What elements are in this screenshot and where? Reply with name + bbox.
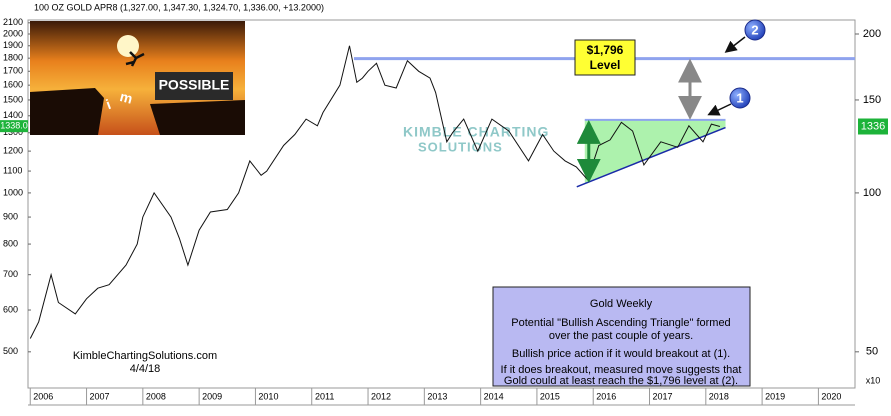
y-tick-label: 1600 [3,80,23,90]
price-tag [858,118,888,135]
y-tick-label: 1700 [3,66,23,76]
callout-circle [744,19,766,41]
x-tick-label: 2013 [427,391,447,401]
y-tick-label: 1100 [3,165,22,175]
x-tick-label: 2014 [484,391,504,401]
callout-label: 2 [751,22,758,37]
inset-sun [117,35,139,57]
y2-axis-unit: x10 [866,375,881,385]
price-tag-label: 1336 [861,120,885,132]
y-tick-label: 800 [3,238,18,248]
y-tick-label: 700 [3,269,18,279]
watermark: KIMBLE CHARTING [403,124,549,140]
triangle-fill [584,119,726,183]
y2-tick-label: 200 [863,28,881,40]
note-line: Gold could at least reach the $1,796 lev… [504,375,738,387]
inset-letter: i [104,96,113,112]
x-tick-label: 2015 [540,391,560,401]
inset-image: POSSIBLE i m [30,21,245,135]
date: 4/4/18 [130,363,161,375]
y-tick-label: 900 [3,211,18,221]
x-tick-label: 2007 [90,391,110,401]
x-tick-label: 2012 [371,391,391,401]
price-tag-label: 1338.0 [0,121,28,131]
y-tick-label: 1900 [3,40,23,50]
price-tag [0,120,28,133]
y-tick-label: 1400 [3,110,23,120]
level-box [574,39,636,76]
y-tick-label: 600 [3,304,18,314]
callout-label: 1 [736,90,743,105]
inset-cliff-right [150,100,245,135]
x-tick-label: 2019 [765,391,785,401]
x-tick-label: 2006 [33,391,53,401]
x-tick-label: 2011 [315,391,334,401]
y-tick-label: 2000 [3,28,23,38]
support-line [576,126,726,188]
x-tick-label: 2020 [821,391,841,401]
y2-tick-label: 150 [863,94,881,106]
inset-word: POSSIBLE [159,77,230,93]
x-tick-label: 2016 [596,391,616,401]
y-tick-label: 1200 [3,145,23,155]
callout-arrow [724,36,746,53]
x-tick-label: 2009 [202,391,222,401]
x-tick-label: 2008 [146,391,166,401]
y-tick-label: 2100 [3,17,23,27]
y-tick-label: 1000 [3,187,23,197]
watermark: SOLUTIONS [418,139,503,154]
inset-letter: m [118,88,134,107]
y2-tick-label: 50 [866,346,878,358]
chart-title: 100 OZ GOLD APR8 (1,327.00, 1,347.30, 1,… [34,2,324,12]
y-tick-label: 1500 [3,94,23,104]
y-tick-label: 1800 [3,53,23,63]
plot-frame [27,19,856,389]
x-tick-label: 2010 [258,391,278,401]
note-line: Potential "Bullish Ascending Triangle" f… [511,317,730,329]
callout-arrow [707,103,732,116]
x-tick-label: 2017 [653,391,673,401]
credit: KimbleChartingSolutions.com [73,350,217,362]
note-heading: Gold Weekly [590,298,653,310]
inset-block [155,72,233,100]
note-line: over the past couple of years. [549,330,693,342]
y2-tick-label: 100 [863,187,881,199]
level-text: Level [590,58,621,72]
level-label: $1,796 [587,43,624,57]
callout-circle [729,87,751,109]
note-line: Bullish price action if it would breakou… [512,348,730,360]
x-tick-label: 2018 [709,391,729,401]
y-tick-label: 500 [3,346,18,356]
inset-jumper [125,51,145,67]
inset-cliff-left [30,88,104,135]
note-line: If it does breakout, measured move sugge… [501,364,742,376]
note-box [492,286,751,387]
